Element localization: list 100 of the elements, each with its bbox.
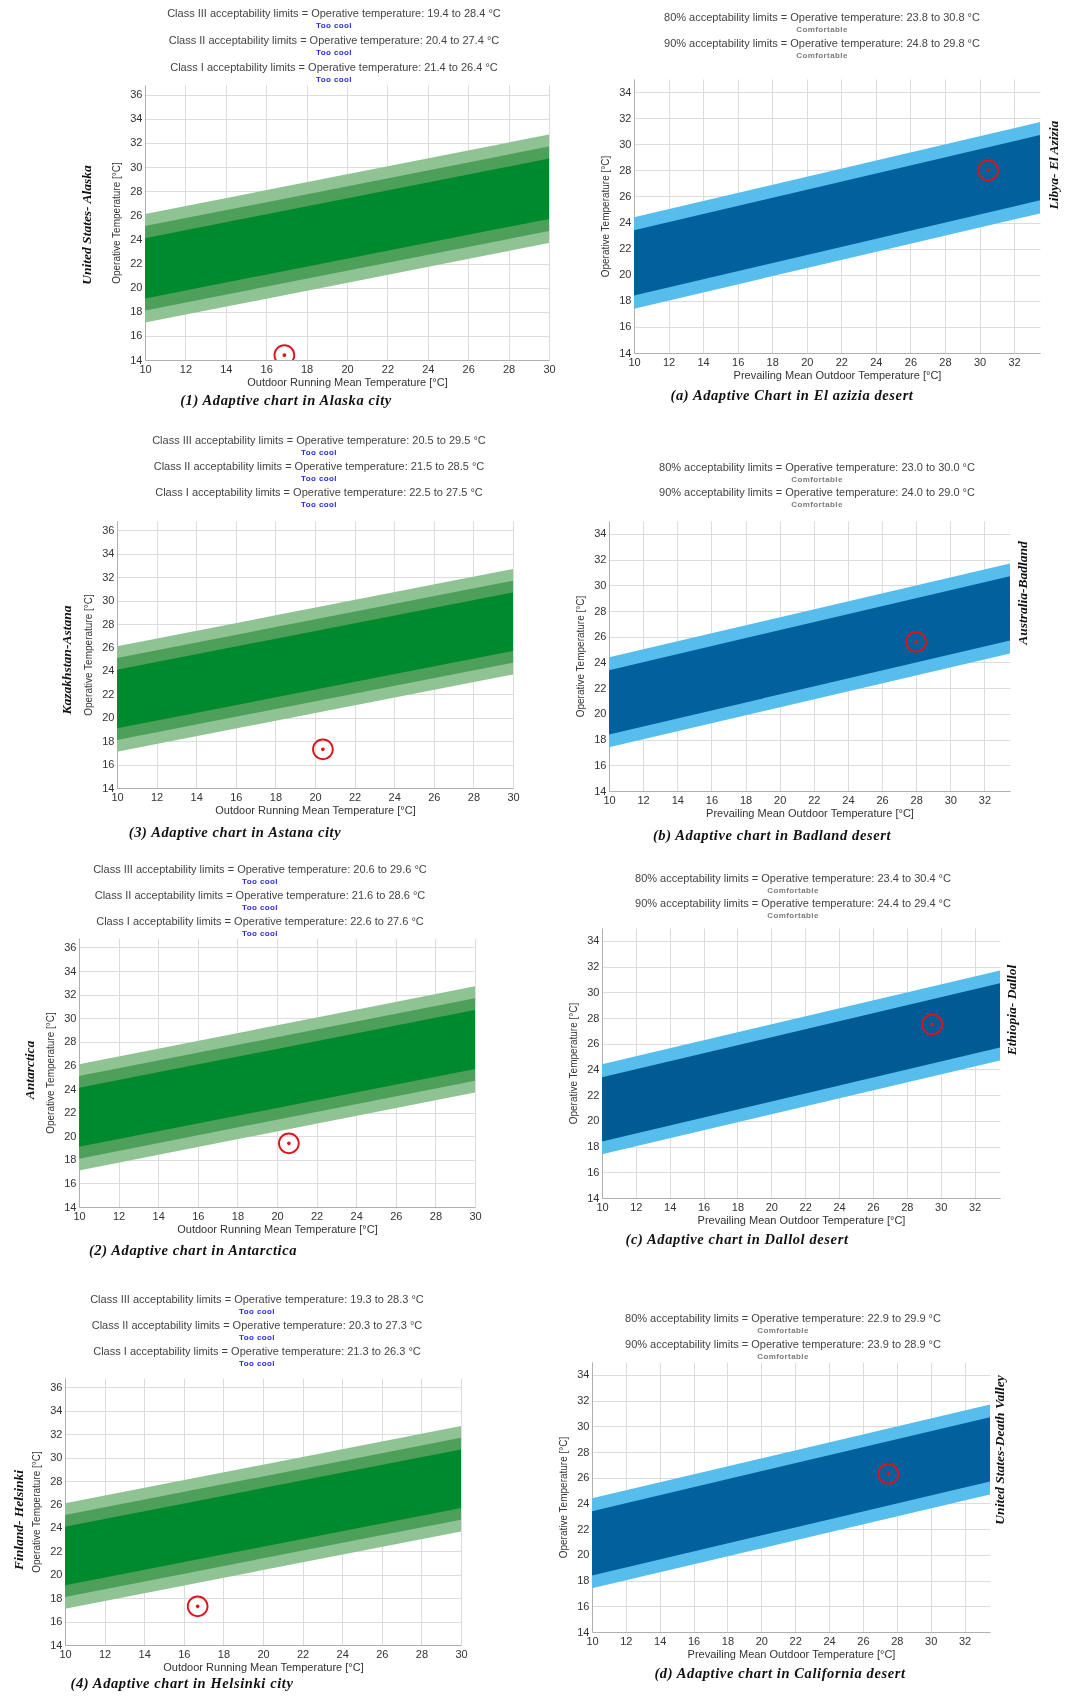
y-tick-label: 18 (587, 1140, 600, 1153)
y-axis-title: Operative Temperature [°C] (31, 1450, 43, 1573)
y-axis-title: Operative Temperature [°C] (45, 1011, 57, 1134)
text: Class III acceptability limits = Operative temperature: 19.3 to 28.3 °C (90, 1292, 424, 1306)
x-tick-label: 20 (257, 1647, 270, 1660)
text: (c) Adaptive chart in Dallol desert (625, 1230, 849, 1248)
text: Too cool (242, 903, 278, 913)
y-tick-label: 16 (619, 320, 632, 333)
y-tick-label: 26 (102, 640, 115, 653)
y-tick-label: 16 (594, 758, 607, 771)
x-tick-label: 16 (697, 1200, 711, 1213)
x-tick-label: 18 (217, 1647, 231, 1660)
text: Comfortable (757, 1326, 809, 1336)
text: United States- Alaska (79, 165, 95, 285)
x-tick-label: 26 (462, 362, 475, 375)
y-tick-label: 16 (577, 1599, 590, 1612)
y-tick-label: 20 (619, 268, 632, 281)
y-tick-label: 22 (587, 1088, 600, 1101)
y-axis-title: Operative Temperature [°C] (600, 155, 612, 278)
x-tick-label: 24 (823, 1634, 836, 1647)
text: Class II acceptability limits = Operative temperature: 20.4 to 27.4 °C (168, 33, 500, 47)
x-tick-label: 20 (774, 793, 787, 806)
x-tick-label: 18 (731, 1200, 745, 1213)
x-tick-label: 30 (455, 1647, 468, 1660)
x-tick-label: 32 (968, 1200, 982, 1213)
y-tick-label: 24 (130, 232, 143, 245)
x-tick-label: 32 (978, 793, 992, 806)
text: Class I acceptability limits = Operative temperature: 21.3 to 26.3 °C (93, 1344, 421, 1358)
text: Comfortable (796, 24, 848, 35)
y-tick-label: 32 (619, 111, 632, 124)
x-tick-label: 30 (935, 1200, 948, 1213)
x-tick-label: 16 (260, 362, 273, 375)
x-tick-label: 18 (739, 793, 753, 806)
x-tick-label: 14 (664, 1200, 677, 1213)
y-tick-label: 36 (50, 1380, 63, 1393)
y-tick-label: 24 (587, 1062, 600, 1075)
y-tick-label: 30 (102, 594, 115, 607)
text: Too cool (316, 48, 352, 59)
x-tick-label: 14 (671, 793, 684, 806)
y-tick-label: 28 (594, 604, 607, 617)
text: (a) Adaptive Chart in El azizia desert (670, 386, 914, 404)
x-tick-label: 30 (944, 793, 957, 806)
y-tick-label: 24 (577, 1496, 590, 1509)
x-tick-label: 22 (348, 790, 362, 803)
y-tick-label: 24 (50, 1521, 63, 1534)
y-tick-label: 18 (577, 1574, 590, 1587)
text: Comfortable (791, 474, 843, 485)
y-tick-label: 36 (130, 88, 143, 101)
text: Comfortable (757, 1352, 809, 1362)
text: Class II acceptability limits = Operative temperature: 20.3 to 27.3 °C (91, 1318, 423, 1332)
text: Too cool (301, 448, 337, 458)
x-tick-label: 28 (502, 362, 516, 375)
text: Comfortable (767, 885, 819, 896)
y-tick-label: 20 (130, 281, 143, 294)
x-tick-label: 28 (467, 790, 481, 803)
x-tick-label: 14 (697, 355, 710, 368)
x-tick-label: 32 (1008, 355, 1021, 368)
text: Finland- Helsinki (11, 1469, 27, 1571)
x-tick-label: 28 (415, 1647, 429, 1660)
text: (1) Adaptive chart in Alaska city (180, 391, 392, 409)
y-tick-label: 16 (64, 1176, 77, 1189)
y-tick-label: 26 (619, 189, 632, 202)
x-tick-label: 22 (296, 1647, 310, 1660)
x-tick-label: 24 (833, 1200, 846, 1213)
y-tick-label: 22 (64, 1106, 77, 1119)
y-tick-label: 30 (50, 1451, 63, 1464)
y-axis-title: Operative Temperature [°C] (111, 161, 123, 284)
x-axis-title: Outdoor Running Mean Temperature [°C] (247, 375, 448, 388)
x-tick-label: 26 (904, 355, 918, 368)
x-tick-label: 12 (630, 1200, 643, 1213)
x-tick-label: 10 (139, 362, 152, 375)
y-tick-label: 18 (619, 294, 632, 307)
y-tick-label: 26 (594, 630, 607, 643)
x-tick-label: 22 (835, 355, 848, 368)
x-tick-label: 20 (765, 1200, 778, 1213)
x-tick-label: 14 (152, 1209, 165, 1222)
x-tick-label: 12 (620, 1634, 633, 1647)
x-tick-label: 10 (603, 793, 616, 806)
y-tick-label: 32 (50, 1427, 63, 1440)
y-tick-label: 28 (130, 184, 143, 197)
y-tick-label: 28 (64, 1035, 77, 1048)
y-axis-title: Operative Temperature [°C] (568, 1002, 580, 1125)
y-tick-label: 20 (50, 1568, 63, 1581)
x-tick-label: 18 (269, 790, 283, 803)
text: Comfortable (767, 911, 819, 922)
y-tick-label: 28 (50, 1474, 63, 1487)
text: 80% acceptability limits = Operative temperature: 23.0 to 30.0 °C (659, 460, 975, 474)
y-tick-label: 28 (102, 617, 115, 630)
x-tick-label: 28 (891, 1634, 904, 1647)
y-tick-label: 22 (50, 1544, 63, 1557)
y-tick-label: 28 (577, 1445, 590, 1458)
y-tick-label: 24 (102, 664, 115, 677)
x-tick-label: 26 (390, 1209, 403, 1222)
x-tick-label: 30 (543, 362, 556, 375)
text: 80% acceptability limits = Operative temperature: 22.9 to 29.9 °C (625, 1311, 941, 1325)
text: (d) Adaptive chart in California desert (654, 1664, 906, 1682)
y-tick-label: 34 (577, 1368, 590, 1381)
y-tick-label: 32 (587, 960, 600, 973)
y-tick-label: 16 (102, 758, 115, 771)
x-tick-label: 22 (799, 1200, 812, 1213)
